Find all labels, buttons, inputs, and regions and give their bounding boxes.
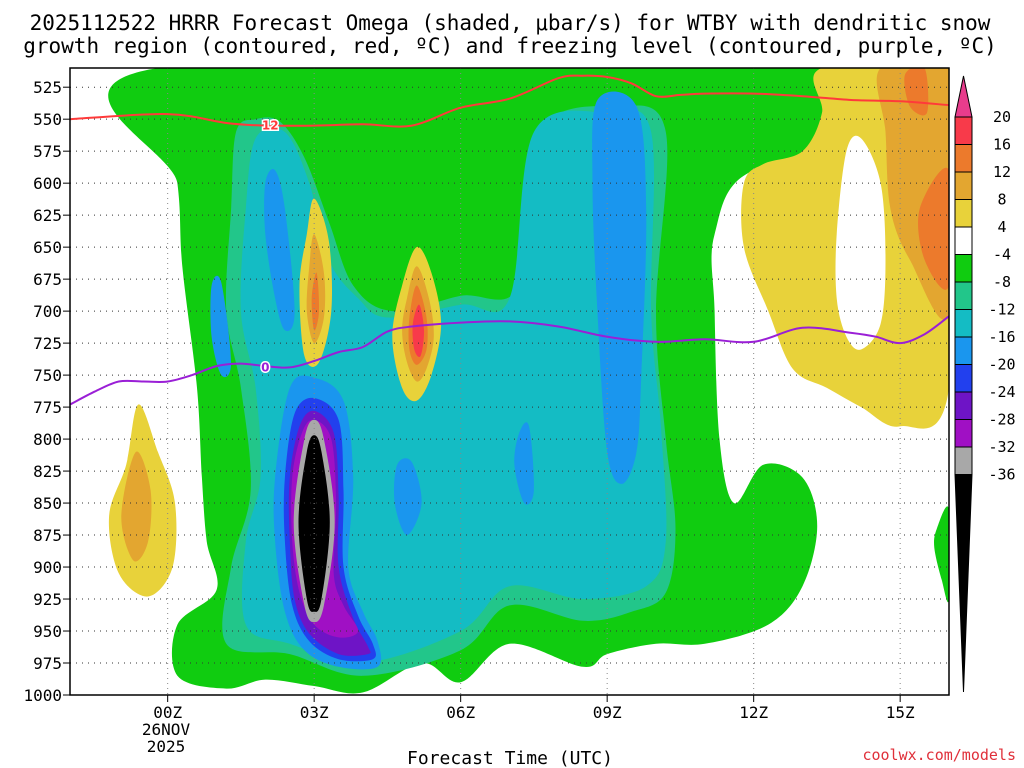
- y-tick-label-950: 950: [33, 622, 62, 641]
- colorbar-tick-label-3: 8: [997, 191, 1006, 209]
- omega-region-4: [210, 275, 232, 378]
- omega-region-22: [412, 304, 425, 357]
- omega-shading: [108, 68, 949, 694]
- omega-region-5: [592, 91, 647, 484]
- colorbar-tick-label-7: -12: [988, 301, 1015, 319]
- y-tick-label-775: 775: [33, 398, 62, 417]
- colorbar-swatch-10: [954, 391, 973, 420]
- colorbar-tick-label-9: -20: [988, 356, 1015, 374]
- y-tick-label-800: 800: [33, 430, 62, 449]
- y-tick-label-675: 675: [33, 270, 62, 289]
- time-axis: 26NOV 2025 00Z 03Z 06Z 09Z 12Z 15Z: [142, 695, 915, 756]
- title-line-2: growth region (contoured, red, ºC) and f…: [23, 34, 997, 58]
- date-line-2: 2025: [147, 737, 186, 756]
- contour-line-1: [70, 315, 949, 406]
- y-tick-label-625: 625: [33, 206, 62, 225]
- y-tick-label-575: 575: [33, 142, 62, 161]
- omega-region-18: [311, 272, 320, 331]
- omega-region-15: [121, 451, 152, 562]
- colorbar-swatch-8: [954, 336, 973, 365]
- contour-line-0: [70, 74, 949, 128]
- y-tick-label-900: 900: [33, 558, 62, 577]
- y-tick-label-600: 600: [33, 174, 62, 193]
- ground-layer: [70, 695, 949, 705]
- omega-region-27: [835, 135, 886, 350]
- colorbar: 20 16 12 8 4 -4 -8 -12 -16 -20 -24 -28 -32 -36: [954, 75, 1016, 693]
- x-tick-label-06Z: 06Z: [446, 703, 475, 722]
- y-tick-label-725: 725: [33, 334, 62, 353]
- colorbar-tick-label-4: 4: [997, 218, 1006, 236]
- colorbar-tick-label-8: -16: [988, 328, 1015, 346]
- contour-label-1: 0: [261, 360, 269, 374]
- x-tick-label-09Z: 09Z: [593, 703, 622, 722]
- y-tick-label-525: 525: [33, 78, 62, 97]
- colorbar-swatch-5: [954, 254, 973, 283]
- ground-surface: [70, 695, 949, 705]
- y-tick-label-750: 750: [33, 366, 62, 385]
- credit-link[interactable]: coolwx.com/models: [862, 746, 1016, 764]
- colorbar-swatch-11: [954, 419, 973, 448]
- omega-region-7: [514, 422, 535, 505]
- colorbar-tick-label-13: -36: [988, 466, 1015, 484]
- x-axis-label: Forecast Time (UTC): [407, 748, 613, 768]
- colorbar-swatch-9: [954, 364, 973, 393]
- contour-label-0: 12: [262, 119, 279, 133]
- omega-region-6: [393, 458, 422, 536]
- x-tick-label-03Z: 03Z: [300, 703, 329, 722]
- colorbar-swatch-7: [954, 309, 973, 338]
- colorbar-swatch-2: [954, 171, 973, 200]
- y-tick-label-925: 925: [33, 590, 62, 609]
- y-tick-label-550: 550: [33, 110, 62, 129]
- title-line-1: 2025112522 HRRR Forecast Omega (shaded, …: [30, 11, 991, 35]
- plot-area: 12 0: [69, 67, 950, 705]
- date-line-1: 26NOV: [142, 720, 191, 739]
- omega-region-3: [264, 169, 295, 332]
- colorbar-swatch-12: [954, 446, 973, 475]
- colorbar-swatch-4: [954, 226, 973, 255]
- temperature-contours: 12 0: [70, 74, 949, 406]
- y-tick-label-975: 975: [33, 654, 62, 673]
- colorbar-swatch-0: [954, 116, 973, 145]
- colorbar-tick-label-1: 16: [993, 136, 1011, 154]
- colorbar-swatch-1: [954, 144, 973, 173]
- colorbar-tick-label-6: -8: [993, 273, 1011, 291]
- colorbar-tick-label-5: -4: [993, 246, 1011, 264]
- omega-region-25: [918, 167, 949, 290]
- colorbar-tick-label-0: 20: [993, 108, 1011, 126]
- pressure-axis: 525 550 575 600 625 650 675 700 725 750 775 800 825 8…: [23, 78, 70, 705]
- y-tick-label-825: 825: [33, 462, 62, 481]
- colorbar-bottom-arrow: [954, 474, 973, 693]
- colorbar-top-arrow: [954, 75, 973, 118]
- plot-frame: [69, 67, 950, 696]
- grid-lines: [70, 68, 949, 696]
- colorbar-swatch-3: [954, 199, 973, 228]
- y-tick-label-850: 850: [33, 494, 62, 513]
- colorbar-tick-label-2: 12: [993, 163, 1011, 181]
- x-tick-label-00Z: 00Z: [153, 703, 182, 722]
- x-tick-label-12Z: 12Z: [739, 703, 768, 722]
- y-tick-label-875: 875: [33, 526, 62, 545]
- colorbar-tick-label-11: -28: [988, 411, 1015, 429]
- y-tick-label-650: 650: [33, 238, 62, 257]
- y-tick-label-700: 700: [33, 302, 62, 321]
- colorbar-tick-label-10: -24: [988, 383, 1015, 401]
- colorbar-swatch-6: [954, 281, 973, 310]
- omega-region-28: [934, 506, 949, 603]
- x-tick-label-15Z: 15Z: [886, 703, 915, 722]
- colorbar-tick-label-12: -32: [988, 438, 1015, 456]
- y-tick-label-1000: 1000: [23, 686, 62, 705]
